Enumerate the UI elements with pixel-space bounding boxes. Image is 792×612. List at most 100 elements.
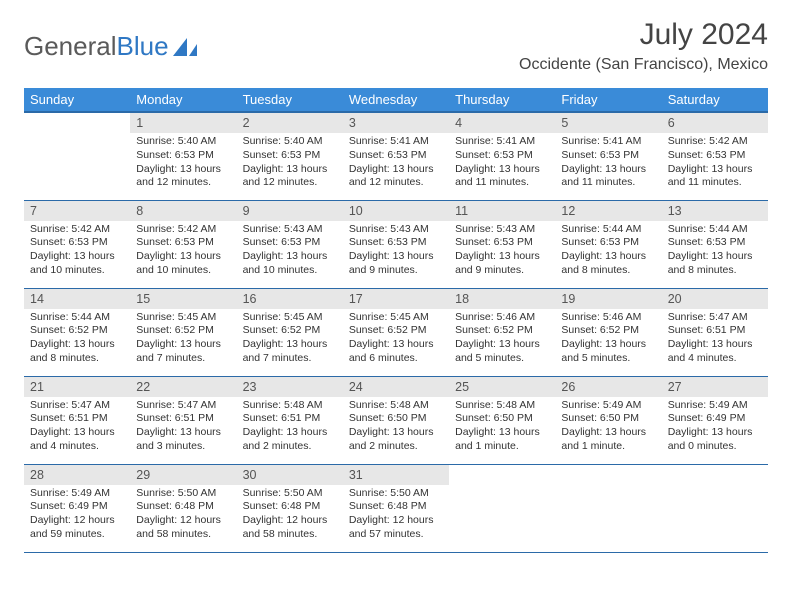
day-number: 18	[449, 289, 555, 309]
daylight-text: Daylight: 13 hours and 0 minutes.	[668, 426, 762, 453]
sunset-text: Sunset: 6:51 PM	[243, 412, 337, 426]
sunrise-text: Sunrise: 5:46 AM	[455, 311, 549, 325]
sunrise-text: Sunrise: 5:41 AM	[561, 135, 655, 149]
day-number: 20	[662, 289, 768, 309]
day-data: Sunrise: 5:45 AMSunset: 6:52 PMDaylight:…	[130, 309, 236, 370]
daylight-text: Daylight: 13 hours and 10 minutes.	[30, 250, 124, 277]
daylight-text: Daylight: 13 hours and 10 minutes.	[243, 250, 337, 277]
calendar-cell: 4Sunrise: 5:41 AMSunset: 6:53 PMDaylight…	[449, 112, 555, 200]
sunset-text: Sunset: 6:50 PM	[561, 412, 655, 426]
sunrise-text: Sunrise: 5:45 AM	[136, 311, 230, 325]
sunset-text: Sunset: 6:52 PM	[561, 324, 655, 338]
sunrise-text: Sunrise: 5:42 AM	[30, 223, 124, 237]
day-number: 15	[130, 289, 236, 309]
calendar-row: ..1Sunrise: 5:40 AMSunset: 6:53 PMDaylig…	[24, 112, 768, 200]
sunrise-text: Sunrise: 5:46 AM	[561, 311, 655, 325]
calendar-cell: 18Sunrise: 5:46 AMSunset: 6:52 PMDayligh…	[449, 288, 555, 376]
weekday-header: Sunday	[24, 88, 130, 112]
calendar-cell: 15Sunrise: 5:45 AMSunset: 6:52 PMDayligh…	[130, 288, 236, 376]
daylight-text: Daylight: 13 hours and 12 minutes.	[243, 163, 337, 190]
day-number: 22	[130, 377, 236, 397]
daylight-text: Daylight: 13 hours and 2 minutes.	[243, 426, 337, 453]
sunset-text: Sunset: 6:53 PM	[349, 236, 443, 250]
logo-text-blue: Blue	[117, 31, 169, 62]
calendar-body: .. 1Sunrise: 5:40 AMSunset: 6:53 PMDaylig…	[24, 112, 768, 552]
day-number: 6	[662, 113, 768, 133]
sunset-text: Sunset: 6:52 PM	[30, 324, 124, 338]
sunset-text: Sunset: 6:51 PM	[136, 412, 230, 426]
sunrise-text: Sunrise: 5:41 AM	[455, 135, 549, 149]
sunset-text: Sunset: 6:48 PM	[243, 500, 337, 514]
day-data: Sunrise: 5:49 AMSunset: 6:49 PMDaylight:…	[662, 397, 768, 458]
calendar-cell: 25Sunrise: 5:48 AMSunset: 6:50 PMDayligh…	[449, 376, 555, 464]
daylight-text: Daylight: 13 hours and 2 minutes.	[349, 426, 443, 453]
sunrise-text: Sunrise: 5:45 AM	[349, 311, 443, 325]
day-data: Sunrise: 5:44 AMSunset: 6:53 PMDaylight:…	[662, 221, 768, 282]
calendar-cell: 14Sunrise: 5:44 AMSunset: 6:52 PMDayligh…	[24, 288, 130, 376]
sunset-text: Sunset: 6:48 PM	[349, 500, 443, 514]
day-data: Sunrise: 5:41 AMSunset: 6:53 PMDaylight:…	[343, 133, 449, 194]
calendar-cell: 3Sunrise: 5:41 AMSunset: 6:53 PMDaylight…	[343, 112, 449, 200]
calendar-cell: 23Sunrise: 5:48 AMSunset: 6:51 PMDayligh…	[237, 376, 343, 464]
calendar-cell: 26Sunrise: 5:49 AMSunset: 6:50 PMDayligh…	[555, 376, 661, 464]
calendar-cell: 29Sunrise: 5:50 AMSunset: 6:48 PMDayligh…	[130, 464, 236, 552]
day-data: Sunrise: 5:43 AMSunset: 6:53 PMDaylight:…	[343, 221, 449, 282]
daylight-text: Daylight: 12 hours and 58 minutes.	[243, 514, 337, 541]
day-data: Sunrise: 5:47 AMSunset: 6:51 PMDaylight:…	[662, 309, 768, 370]
calendar-cell: 9Sunrise: 5:43 AMSunset: 6:53 PMDaylight…	[237, 200, 343, 288]
sunset-text: Sunset: 6:49 PM	[668, 412, 762, 426]
day-data: Sunrise: 5:47 AMSunset: 6:51 PMDaylight:…	[24, 397, 130, 458]
day-number: 10	[343, 201, 449, 221]
daylight-text: Daylight: 13 hours and 11 minutes.	[668, 163, 762, 190]
day-data: Sunrise: 5:48 AMSunset: 6:50 PMDaylight:…	[449, 397, 555, 458]
day-data: Sunrise: 5:44 AMSunset: 6:52 PMDaylight:…	[24, 309, 130, 370]
sunrise-text: Sunrise: 5:42 AM	[136, 223, 230, 237]
day-data: Sunrise: 5:45 AMSunset: 6:52 PMDaylight:…	[343, 309, 449, 370]
calendar-row: 28Sunrise: 5:49 AMSunset: 6:49 PMDayligh…	[24, 464, 768, 552]
weekday-row: SundayMondayTuesdayWednesdayThursdayFrid…	[24, 88, 768, 112]
day-number: 1	[130, 113, 236, 133]
day-data: Sunrise: 5:46 AMSunset: 6:52 PMDaylight:…	[449, 309, 555, 370]
weekday-header: Thursday	[449, 88, 555, 112]
sunrise-text: Sunrise: 5:48 AM	[455, 399, 549, 413]
calendar-cell: 27Sunrise: 5:49 AMSunset: 6:49 PMDayligh…	[662, 376, 768, 464]
day-number: 7	[24, 201, 130, 221]
daylight-text: Daylight: 13 hours and 12 minutes.	[136, 163, 230, 190]
sunset-text: Sunset: 6:48 PM	[136, 500, 230, 514]
day-data: Sunrise: 5:45 AMSunset: 6:52 PMDaylight:…	[237, 309, 343, 370]
sunrise-text: Sunrise: 5:49 AM	[30, 487, 124, 501]
calendar-cell: 7Sunrise: 5:42 AMSunset: 6:53 PMDaylight…	[24, 200, 130, 288]
daylight-text: Daylight: 13 hours and 5 minutes.	[455, 338, 549, 365]
day-number: 11	[449, 201, 555, 221]
sunrise-text: Sunrise: 5:44 AM	[561, 223, 655, 237]
daylight-text: Daylight: 13 hours and 10 minutes.	[136, 250, 230, 277]
title-block: July 2024 Occidente (San Francisco), Mex…	[519, 18, 768, 74]
daylight-text: Daylight: 13 hours and 3 minutes.	[136, 426, 230, 453]
calendar-cell: ..	[662, 464, 768, 552]
sunset-text: Sunset: 6:49 PM	[30, 500, 124, 514]
day-data: Sunrise: 5:44 AMSunset: 6:53 PMDaylight:…	[555, 221, 661, 282]
day-data: Sunrise: 5:42 AMSunset: 6:53 PMDaylight:…	[24, 221, 130, 282]
sunset-text: Sunset: 6:52 PM	[349, 324, 443, 338]
calendar-cell: 13Sunrise: 5:44 AMSunset: 6:53 PMDayligh…	[662, 200, 768, 288]
sunrise-text: Sunrise: 5:50 AM	[349, 487, 443, 501]
sunrise-text: Sunrise: 5:45 AM	[243, 311, 337, 325]
daylight-text: Daylight: 13 hours and 8 minutes.	[30, 338, 124, 365]
daylight-text: Daylight: 13 hours and 1 minute.	[455, 426, 549, 453]
day-data: Sunrise: 5:49 AMSunset: 6:49 PMDaylight:…	[24, 485, 130, 546]
day-data: Sunrise: 5:49 AMSunset: 6:50 PMDaylight:…	[555, 397, 661, 458]
day-data: Sunrise: 5:40 AMSunset: 6:53 PMDaylight:…	[130, 133, 236, 194]
calendar-cell: 20Sunrise: 5:47 AMSunset: 6:51 PMDayligh…	[662, 288, 768, 376]
calendar-cell: 31Sunrise: 5:50 AMSunset: 6:48 PMDayligh…	[343, 464, 449, 552]
day-number: 30	[237, 465, 343, 485]
daylight-text: Daylight: 13 hours and 7 minutes.	[243, 338, 337, 365]
day-number: 12	[555, 201, 661, 221]
sunrise-text: Sunrise: 5:42 AM	[668, 135, 762, 149]
sunset-text: Sunset: 6:53 PM	[30, 236, 124, 250]
sunset-text: Sunset: 6:53 PM	[349, 149, 443, 163]
day-data: Sunrise: 5:47 AMSunset: 6:51 PMDaylight:…	[130, 397, 236, 458]
daylight-text: Daylight: 12 hours and 58 minutes.	[136, 514, 230, 541]
sunset-text: Sunset: 6:53 PM	[455, 149, 549, 163]
day-number: 31	[343, 465, 449, 485]
calendar-row: 7Sunrise: 5:42 AMSunset: 6:53 PMDaylight…	[24, 200, 768, 288]
